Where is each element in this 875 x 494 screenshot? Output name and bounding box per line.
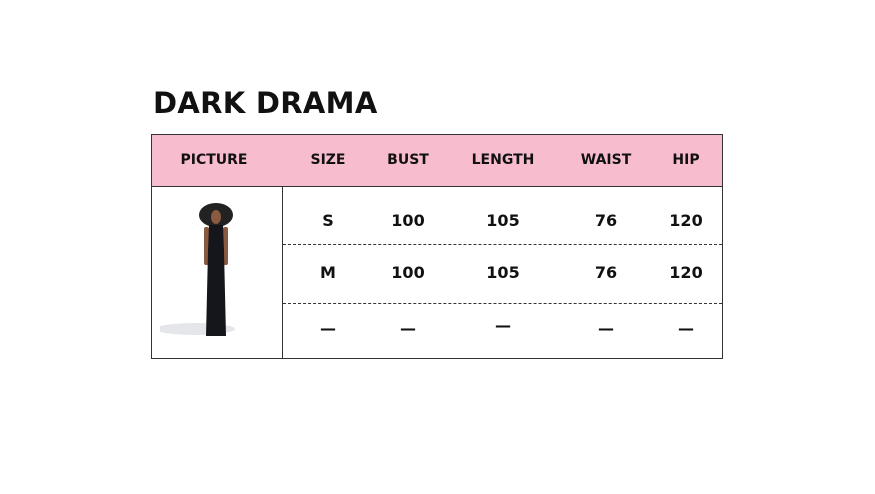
row-divider [283,244,722,245]
cell-hip: — [678,319,694,338]
header-picture: PICTURE [180,152,248,168]
header-bust: BUST [387,152,429,168]
table-header: PICTURE SIZE BUST LENGTH WAIST HIP [152,135,722,187]
cell-length: 105 [486,211,520,230]
cell-size: — [320,319,336,338]
cell-waist: 76 [594,211,618,230]
cell-bust: 100 [391,211,425,230]
cell-length: 105 [486,263,520,282]
header-size: SIZE [310,152,346,168]
column-divider [282,186,283,358]
cell-size: S [322,211,334,230]
cell-waist: 76 [594,263,618,282]
cell-size: M [320,263,336,282]
cell-length: — [495,316,511,335]
page-title: DARK DRAMA [153,86,378,120]
cell-hip: 120 [669,263,703,282]
header-length: LENGTH [471,152,535,168]
header-waist: WAIST [580,152,632,168]
cell-waist: — [598,319,614,338]
header-hip: HIP [672,152,700,168]
cell-hip: 120 [669,211,703,230]
model-photo-icon [160,203,235,336]
cell-bust: 100 [391,263,425,282]
size-chart-table: PICTURE SIZE BUST LENGTH WAIST HIP S 100… [151,134,723,359]
row-divider [283,303,722,304]
cell-bust: — [400,319,416,338]
